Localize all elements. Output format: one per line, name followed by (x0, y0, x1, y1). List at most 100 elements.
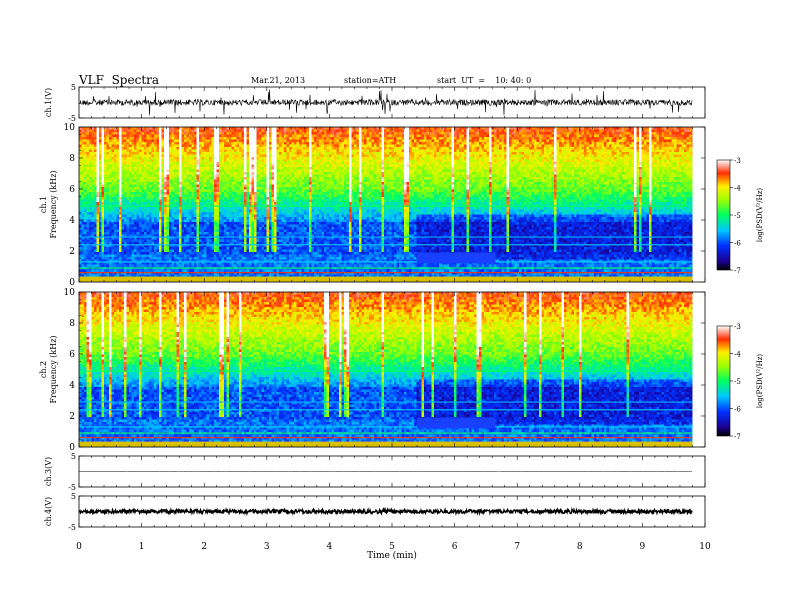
spectrum-cell (119, 257, 122, 260)
spectrum-cell (101, 274, 105, 278)
spectrum-cell (254, 227, 257, 230)
spectrum-cell (96, 207, 100, 210)
spectrum-cell (184, 182, 187, 185)
spectrum-cell (181, 197, 185, 200)
spectrum-cell (116, 137, 120, 140)
spectrum-cell (156, 127, 160, 130)
spectrum-cell (199, 132, 202, 135)
spectrum-cell (144, 184, 147, 188)
spectrum-cell (151, 274, 155, 278)
spectrum-cell (196, 257, 200, 260)
spectrum-cell (159, 264, 162, 268)
spectrum-cell (86, 154, 90, 158)
spectrum-cell (149, 134, 152, 138)
spectrum-cell (266, 274, 270, 278)
spectrum-cell (269, 187, 272, 190)
spectrum-cell (126, 219, 130, 223)
spectrum-cell (161, 127, 165, 130)
spectrum-cell (259, 242, 262, 245)
spectrum-cell (244, 227, 247, 230)
spectrum-cell (259, 169, 262, 173)
spectrum-cell (199, 217, 202, 220)
spectrum-cell (204, 194, 207, 198)
spectrum-cell (96, 222, 100, 225)
spectrum-cell (194, 262, 197, 265)
spectrum-cell (194, 214, 197, 218)
spectrum-cell (106, 257, 110, 260)
spectrum-cell (229, 272, 232, 275)
spectrum-cell (199, 182, 202, 185)
spectrum-cell (246, 219, 250, 223)
spectrum-cell (254, 162, 257, 165)
spectrum-cell (139, 237, 142, 240)
spectrum-cell (241, 234, 245, 238)
spectrum-cell (161, 152, 165, 155)
spectrum-cell (271, 129, 275, 133)
spectrum-cell (96, 179, 100, 183)
spectrum-cell (89, 167, 92, 170)
spectrum-cell (111, 242, 115, 245)
spectrum-cell (204, 272, 207, 275)
spectrum-cell (236, 167, 240, 170)
spectrum-cell (204, 237, 207, 240)
spectrum-cell (239, 172, 242, 175)
spectrum-cell (274, 157, 277, 160)
spectrum-cell (124, 209, 127, 213)
spectrum-cell (124, 187, 127, 190)
spectrum-cell (221, 247, 225, 250)
spectrum-cell (274, 134, 277, 138)
spectrum-cell (256, 182, 260, 185)
spectrum-cell (184, 234, 187, 238)
spectrum-cell (154, 239, 157, 243)
spectrum-cell (246, 202, 250, 205)
spectrum-cell (251, 249, 255, 253)
spectrum-cell (146, 132, 150, 135)
spectrum-cell (141, 234, 145, 238)
spectrum-cell (131, 194, 135, 198)
spectrum-cell (139, 127, 142, 130)
spectrum-cell (111, 257, 115, 260)
spectrum-cell (221, 167, 225, 170)
spectrum-cell (164, 132, 167, 135)
spectrum-cell (271, 152, 275, 155)
spectrum-cell (171, 219, 175, 223)
spectrum-cell (164, 222, 167, 225)
spectrum-cell (96, 189, 100, 193)
spectrum-cell (146, 184, 150, 188)
spectrum-cell (129, 177, 132, 180)
spectrum-cell (79, 217, 82, 220)
spectrum-cell (189, 217, 192, 220)
spectrum-cell (204, 162, 207, 165)
spectrum-cell (246, 227, 250, 230)
spectrum-cell (184, 157, 187, 160)
spectrum-cell (84, 222, 87, 225)
spectrum-cell (191, 259, 195, 263)
spectrum-cell (256, 134, 260, 138)
spectrum-cell (96, 224, 100, 228)
spectrum-cell (261, 252, 265, 255)
spectrum-cell (149, 242, 152, 245)
spectrum-cell (274, 147, 277, 150)
spectrum-cell (239, 227, 242, 230)
spectrum-cell (249, 254, 252, 258)
spectrum-cell (251, 247, 255, 250)
spectrum-cell (269, 214, 272, 218)
spectrum-cell (261, 154, 265, 158)
spectrum-cell (186, 224, 190, 228)
spectrum-cell (216, 187, 220, 190)
spectrum-cell (116, 167, 120, 170)
spectrum-cell (266, 234, 270, 238)
spectrum-cell (229, 239, 232, 243)
spectrum-cell (186, 189, 190, 193)
spectrum-cell (234, 189, 237, 193)
spectrum-cell (206, 209, 210, 213)
spectrum-cell (269, 209, 272, 213)
spectrum-cell (256, 137, 260, 140)
spectrum-cell (134, 239, 137, 243)
spectrum-cell (234, 207, 237, 210)
spectrum-cell (124, 234, 127, 238)
spectrum-cell (214, 184, 217, 188)
spectrum-cell (169, 257, 172, 260)
spectrum-cell (104, 249, 107, 253)
